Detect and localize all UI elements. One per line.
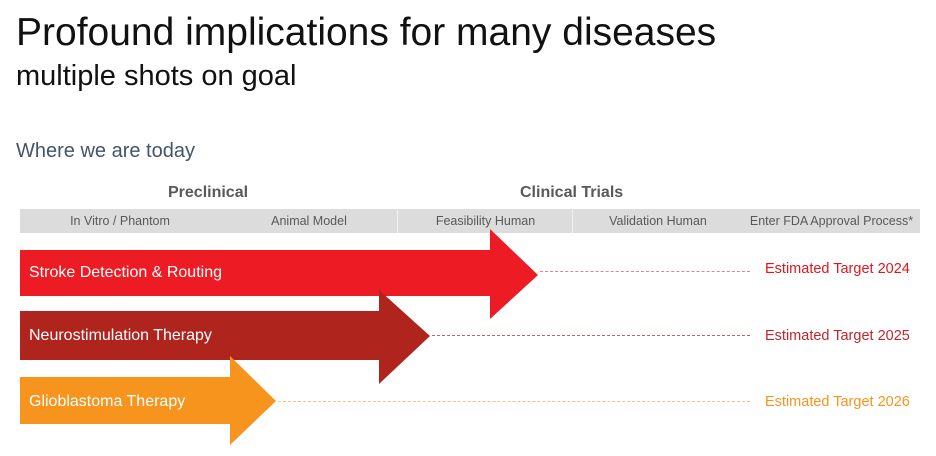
group-label-clinical-trials: Clinical Trials bbox=[520, 184, 624, 201]
phase-feasibility-human: Feasibility Human bbox=[435, 214, 536, 228]
stroke-detection-target: Estimated Target 2024 bbox=[765, 261, 910, 277]
phase-animal-model: Animal Model bbox=[271, 214, 347, 228]
phase-divider bbox=[397, 209, 398, 233]
neurostimulation-target: Estimated Target 2025 bbox=[765, 328, 910, 344]
page-title: Profound implications for many diseases bbox=[16, 11, 717, 54]
section-heading: Where we are today bbox=[16, 140, 195, 162]
phase-header-bar: In Vitro / Phantom Animal Model Feasibil… bbox=[20, 209, 920, 233]
neurostimulation-dashed-line bbox=[432, 335, 750, 336]
glioblastoma-arrow bbox=[20, 356, 276, 445]
neurostimulation-arrow bbox=[20, 290, 430, 384]
neurostimulation-label: Neurostimulation Therapy bbox=[29, 327, 212, 344]
stroke-detection-label: Stroke Detection & Routing bbox=[29, 264, 222, 281]
phase-validation-human: Validation Human bbox=[609, 214, 707, 228]
stroke-detection-arrow bbox=[20, 229, 538, 319]
stroke-detection-dashed-line bbox=[540, 271, 750, 272]
phase-divider bbox=[572, 209, 573, 233]
glioblastoma-label: Glioblastoma Therapy bbox=[29, 393, 186, 410]
group-label-preclinical: Preclinical bbox=[168, 184, 249, 201]
phase-in-vitro: In Vitro / Phantom bbox=[70, 214, 170, 228]
phase-fda-approval: Enter FDA Approval Process* bbox=[749, 214, 914, 228]
glioblastoma-target: Estimated Target 2026 bbox=[765, 394, 910, 410]
glioblastoma-dashed-line bbox=[278, 401, 750, 402]
page-subtitle: multiple shots on goal bbox=[16, 60, 297, 92]
